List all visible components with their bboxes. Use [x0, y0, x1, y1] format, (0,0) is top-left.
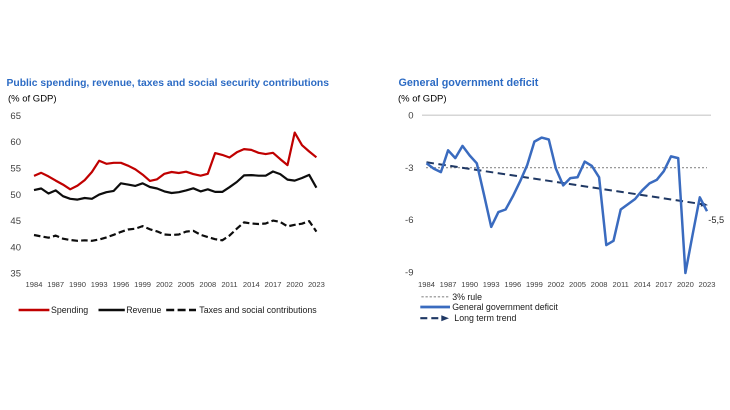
- svg-text:2002: 2002: [156, 280, 173, 289]
- svg-text:1999: 1999: [134, 280, 151, 289]
- svg-text:2005: 2005: [178, 280, 195, 289]
- svg-text:60: 60: [10, 137, 21, 148]
- svg-text:2023: 2023: [308, 280, 325, 289]
- svg-text:1990: 1990: [69, 280, 86, 289]
- svg-text:(% of GDP): (% of GDP): [398, 94, 447, 105]
- svg-text:General government deficit: General government deficit: [399, 77, 539, 89]
- svg-text:1996: 1996: [504, 280, 521, 289]
- svg-text:2005: 2005: [569, 280, 586, 289]
- svg-text:2020: 2020: [286, 280, 303, 289]
- svg-text:35: 35: [10, 269, 21, 280]
- svg-text:2023: 2023: [699, 280, 716, 289]
- svg-text:-9: -9: [405, 267, 413, 278]
- svg-text:2011: 2011: [613, 280, 629, 289]
- svg-text:Spending: Spending: [51, 305, 88, 315]
- svg-text:Public spending, revenue, taxe: Public spending, revenue, taxes and soci…: [7, 78, 330, 89]
- svg-text:65: 65: [10, 111, 21, 122]
- svg-text:General government deficit: General government deficit: [452, 302, 558, 312]
- svg-text:Long term trend: Long term trend: [454, 313, 516, 323]
- svg-text:1987: 1987: [440, 280, 457, 289]
- svg-text:2017: 2017: [655, 280, 672, 289]
- svg-text:2014: 2014: [634, 280, 651, 289]
- svg-text:2014: 2014: [243, 280, 260, 289]
- svg-text:3% rule: 3% rule: [452, 292, 482, 302]
- svg-text:2008: 2008: [591, 280, 608, 289]
- svg-text:Revenue: Revenue: [126, 305, 161, 315]
- svg-text:1999: 1999: [526, 280, 543, 289]
- svg-text:1984: 1984: [418, 280, 435, 289]
- svg-text:1990: 1990: [461, 280, 478, 289]
- svg-text:55: 55: [10, 164, 21, 175]
- svg-text:-3: -3: [405, 163, 413, 174]
- svg-text:2008: 2008: [199, 280, 216, 289]
- svg-text:2011: 2011: [221, 280, 237, 289]
- svg-text:2020: 2020: [677, 280, 694, 289]
- svg-text:(% of GDP): (% of GDP): [8, 94, 57, 105]
- svg-text:45: 45: [10, 216, 21, 227]
- svg-text:1987: 1987: [47, 280, 64, 289]
- svg-text:1984: 1984: [26, 280, 43, 289]
- svg-text:50: 50: [10, 190, 21, 201]
- svg-text:1996: 1996: [112, 280, 129, 289]
- svg-text:1993: 1993: [483, 280, 500, 289]
- svg-text:2002: 2002: [548, 280, 565, 289]
- svg-text:2017: 2017: [265, 280, 282, 289]
- svg-text:-6: -6: [405, 215, 413, 226]
- svg-text:1993: 1993: [91, 280, 108, 289]
- svg-text:-5,5: -5,5: [708, 215, 724, 225]
- svg-text:40: 40: [10, 242, 21, 253]
- svg-text:0: 0: [408, 111, 413, 122]
- svg-text:Taxes and social contributions: Taxes and social contributions: [199, 305, 317, 315]
